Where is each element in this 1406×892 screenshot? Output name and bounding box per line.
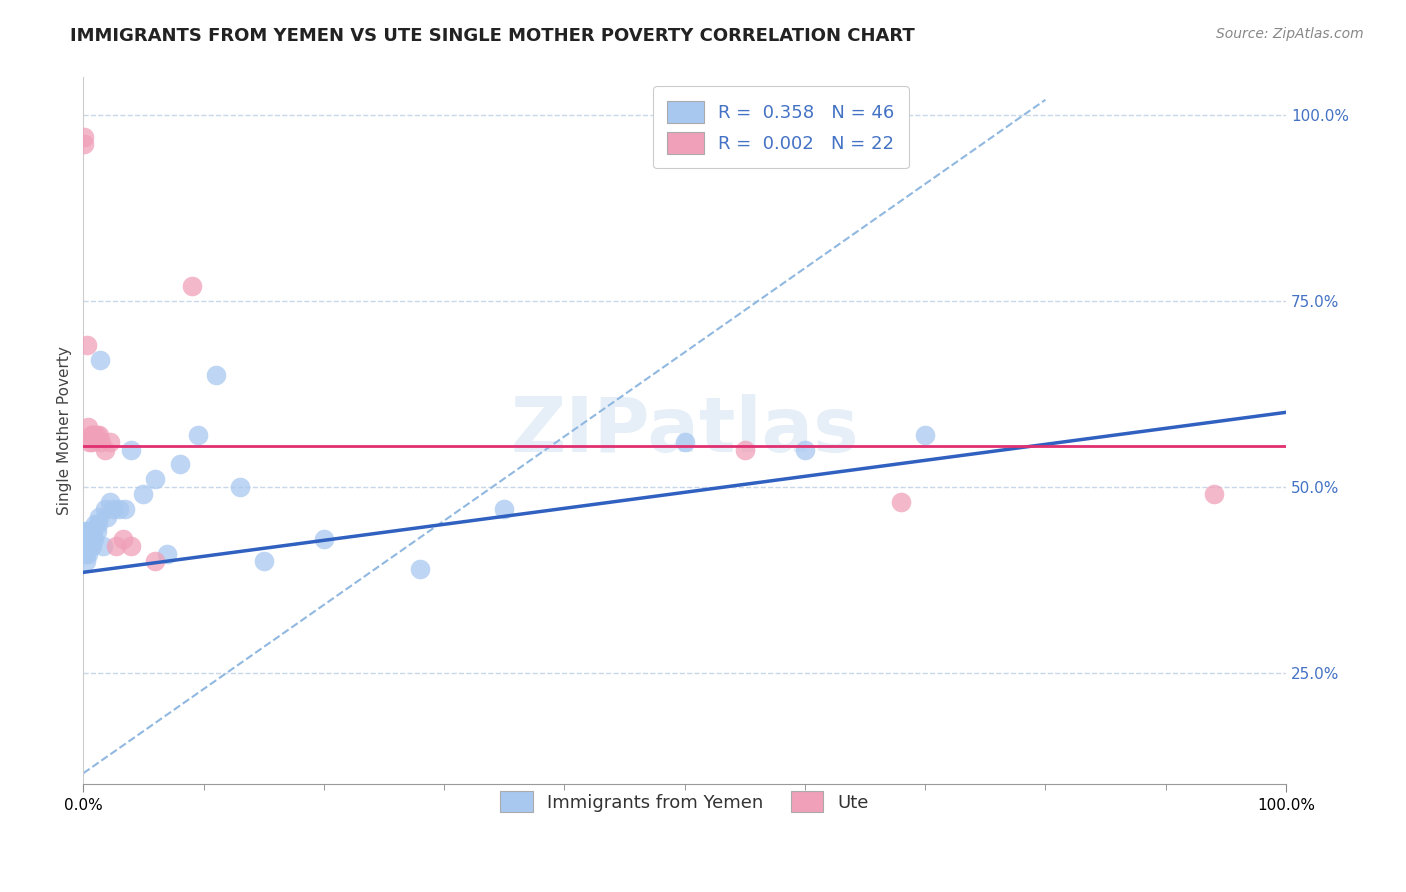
Point — [75, 524, 97, 539]
Point — [77, 547, 100, 561]
Point — [111, 532, 134, 546]
Point — [914, 427, 936, 442]
Point — [80, 539, 103, 553]
Point — [187, 427, 209, 442]
Point — [77, 539, 100, 553]
Text: IMMIGRANTS FROM YEMEN VS UTE SINGLE MOTHER POVERTY CORRELATION CHART: IMMIGRANTS FROM YEMEN VS UTE SINGLE MOTH… — [70, 27, 915, 45]
Point — [73, 130, 96, 145]
Point — [120, 539, 142, 553]
Point — [673, 435, 696, 450]
Point — [103, 502, 125, 516]
Point — [1202, 487, 1225, 501]
Point — [79, 524, 101, 539]
Text: Source: ZipAtlas.com: Source: ZipAtlas.com — [1216, 27, 1364, 41]
Point — [94, 442, 117, 457]
Point — [793, 442, 815, 457]
Point — [98, 494, 121, 508]
Point — [90, 435, 112, 450]
Point — [79, 532, 101, 546]
Point — [73, 539, 96, 553]
Point — [76, 524, 98, 539]
Point — [84, 516, 107, 531]
Point — [145, 472, 167, 486]
Point — [104, 539, 127, 553]
Point — [76, 338, 98, 352]
Point — [79, 532, 101, 546]
Point — [87, 509, 110, 524]
Point — [79, 539, 101, 553]
Point — [253, 554, 276, 568]
Point — [114, 502, 136, 516]
Point — [76, 539, 98, 553]
Y-axis label: Single Mother Poverty: Single Mother Poverty — [58, 346, 72, 516]
Text: ZIPatlas: ZIPatlas — [510, 394, 859, 468]
Point — [79, 427, 101, 442]
Legend: Immigrants from Yemen, Ute: Immigrants from Yemen, Ute — [488, 779, 882, 825]
Point — [98, 435, 121, 450]
Point — [75, 554, 97, 568]
Point — [86, 524, 108, 539]
Point — [82, 524, 104, 539]
Point — [79, 435, 101, 450]
Point — [494, 502, 516, 516]
Point — [120, 442, 142, 457]
Point — [83, 427, 105, 442]
Point — [89, 353, 111, 368]
Point — [80, 532, 103, 546]
Point — [79, 524, 101, 539]
Point — [87, 427, 110, 442]
Point — [108, 502, 131, 516]
Point — [96, 509, 118, 524]
Point — [169, 458, 191, 472]
Point — [890, 494, 912, 508]
Point — [180, 278, 202, 293]
Point — [87, 516, 110, 531]
Point — [734, 442, 756, 457]
Point — [73, 532, 96, 546]
Point — [145, 554, 167, 568]
Point — [76, 532, 98, 546]
Point — [409, 561, 432, 575]
Point — [94, 502, 117, 516]
Point — [204, 368, 226, 383]
Point — [80, 435, 103, 450]
Point — [156, 547, 179, 561]
Point — [228, 480, 250, 494]
Point — [73, 137, 96, 152]
Point — [312, 532, 335, 546]
Point — [82, 427, 104, 442]
Point — [86, 427, 108, 442]
Point — [83, 532, 105, 546]
Point — [132, 487, 155, 501]
Point — [91, 539, 114, 553]
Point — [75, 547, 97, 561]
Point — [77, 420, 100, 434]
